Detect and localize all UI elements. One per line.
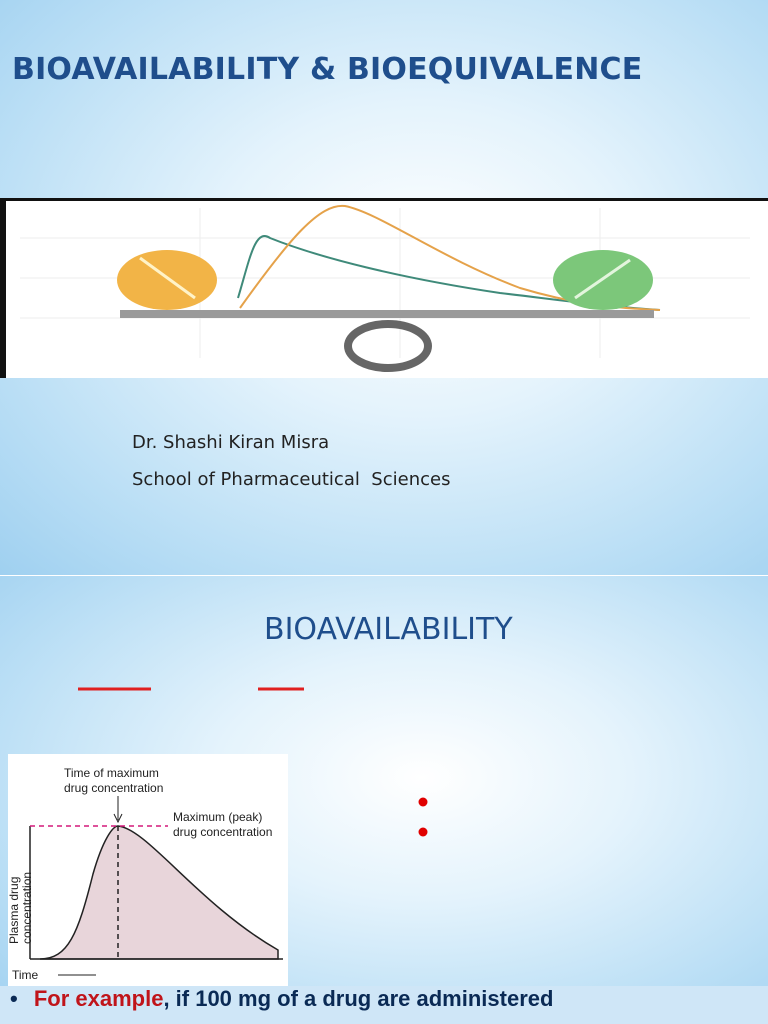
slide-title: BIOAVAILABILITY & BIOEQUIVALENCE bbox=[12, 52, 643, 87]
cover-image bbox=[0, 198, 768, 378]
label-line: Time of maximum bbox=[64, 766, 159, 780]
slide-title: BIOAVAILABILITY bbox=[264, 612, 513, 647]
label-line: Plasma drug bbox=[8, 877, 21, 944]
example-text: • For example, if 100 mg of a drug are a… bbox=[0, 986, 768, 1024]
cmax-label: Maximum (peak) drug concentration bbox=[173, 810, 272, 839]
affiliation: School of Pharmaceutical Sciences bbox=[132, 469, 451, 490]
pk-figure: Time of maximum drug concentration Maximu… bbox=[8, 754, 288, 986]
slide: BIOAVAILABILITY Time of maximum drug conc… bbox=[0, 576, 768, 1024]
example-lead: For example bbox=[33, 986, 164, 1011]
y-axis-label: Plasma drugconcentration bbox=[8, 872, 34, 944]
example-rest: , if 100 mg of a drug are administered bbox=[163, 986, 554, 1011]
x-axis-label: Time bbox=[12, 968, 39, 982]
label-line: drug concentration bbox=[173, 825, 272, 839]
slide: BIOAVAILABILITY & BIOEQUIVALENCE Dr. Sha… bbox=[0, 0, 768, 575]
label-line: concentration bbox=[20, 872, 34, 944]
tmax-label: Time of maximum drug concentration bbox=[64, 766, 163, 795]
label-line: drug concentration bbox=[64, 781, 163, 795]
label-line: Maximum (peak) bbox=[173, 810, 262, 824]
author: Dr. Shashi Kiran Misra bbox=[132, 432, 330, 453]
decorations bbox=[78, 687, 428, 837]
